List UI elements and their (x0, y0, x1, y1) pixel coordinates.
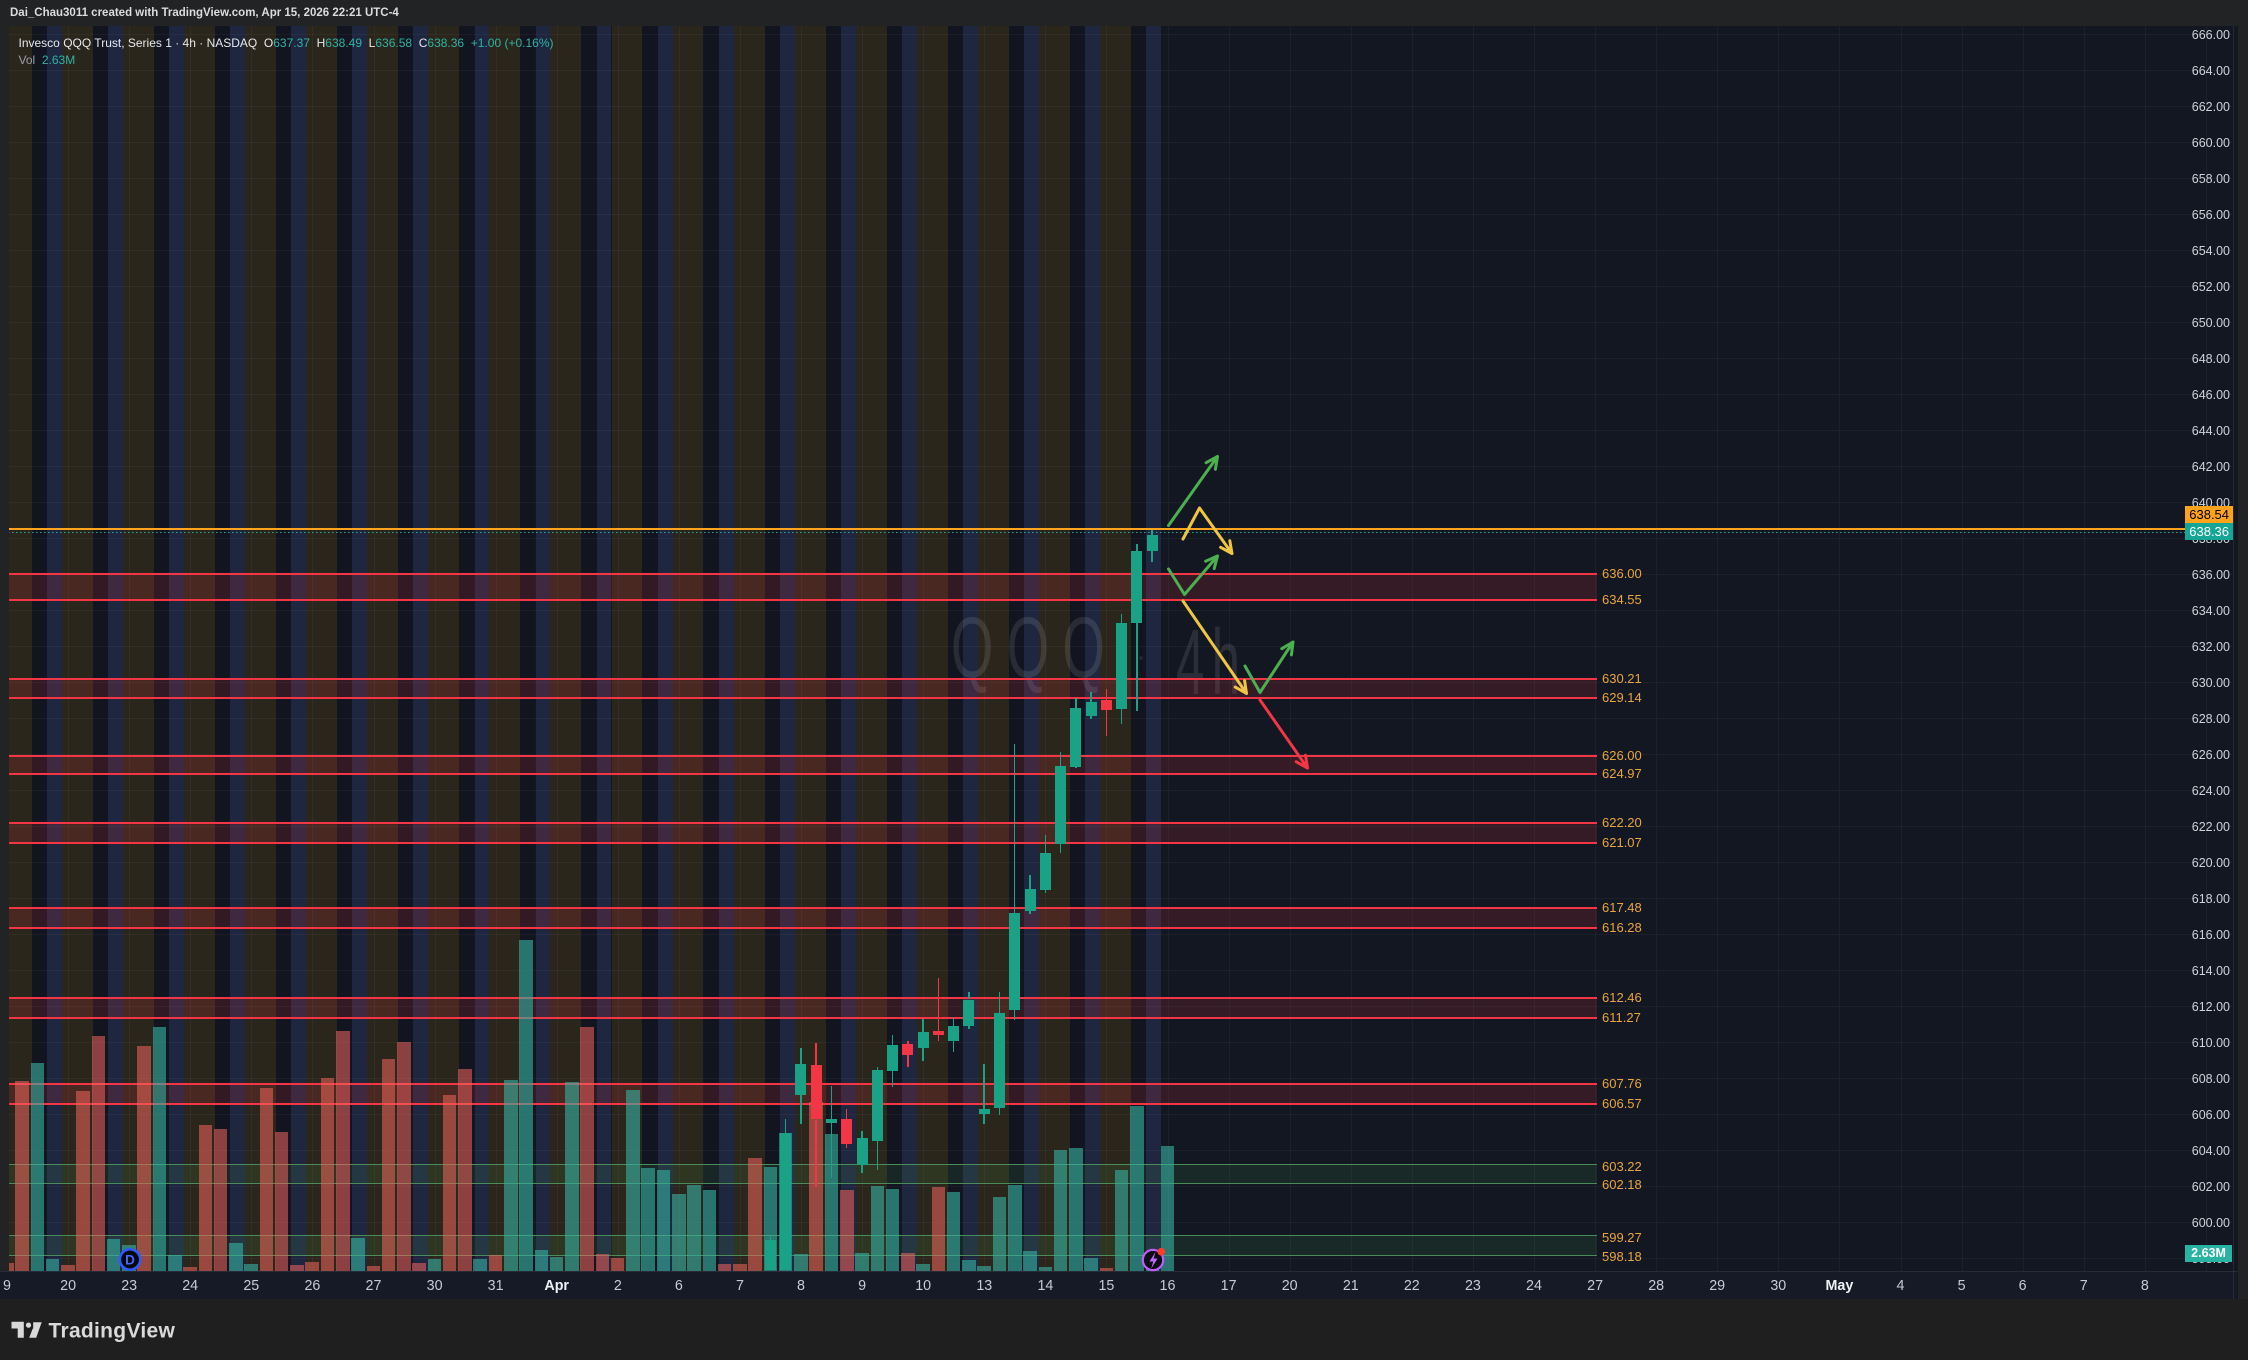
svg-text:TradingView: TradingView (49, 1319, 176, 1342)
svg-text:D: D (125, 1253, 135, 1268)
